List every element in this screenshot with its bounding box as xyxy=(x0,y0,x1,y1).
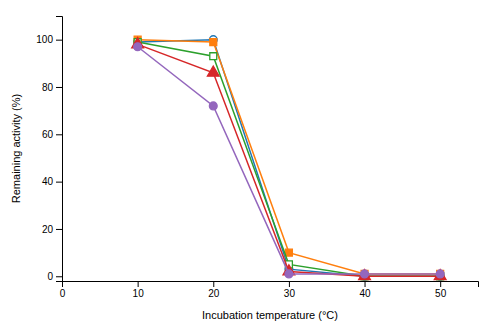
point xyxy=(210,53,217,60)
y-tick: 80 xyxy=(42,82,62,93)
point xyxy=(285,270,293,278)
x-tick-label: 40 xyxy=(359,288,371,299)
point xyxy=(437,270,444,277)
point xyxy=(434,269,446,279)
series xyxy=(132,38,446,280)
x-tick-label: 20 xyxy=(208,288,220,299)
series xyxy=(134,39,443,280)
point xyxy=(285,249,292,256)
point xyxy=(209,102,217,110)
y-tick-label: 0 xyxy=(47,271,53,282)
x-tick-label: 0 xyxy=(60,288,66,299)
point xyxy=(134,43,142,51)
y-tick: 40 xyxy=(42,176,62,187)
point xyxy=(361,270,368,277)
y-tick: 60 xyxy=(42,129,62,140)
y-axis: 0 20 40 60 80 100 xyxy=(36,17,62,282)
series xyxy=(134,36,444,280)
line xyxy=(138,47,441,274)
x-axis-title: Incubation temperature (°C) xyxy=(202,309,338,321)
y-axis-title: Remaining activity (%) xyxy=(10,94,22,203)
line xyxy=(138,40,441,274)
series xyxy=(134,43,444,278)
point xyxy=(359,269,371,279)
line xyxy=(138,42,441,276)
y-tick-label: 100 xyxy=(36,34,53,45)
x-axis-line xyxy=(63,282,479,288)
y-tick-label: 60 xyxy=(42,129,54,140)
line xyxy=(138,40,441,277)
x-tick: 40 xyxy=(359,281,371,299)
y-tick-label: 80 xyxy=(42,82,54,93)
x-tick: 30 xyxy=(284,281,296,299)
chart: 0 10 20 30 40 50 0 20 40 60 80 100 Incubation temper… xyxy=(0,0,500,329)
x-tick-label: 30 xyxy=(284,288,296,299)
x-tick-label: 10 xyxy=(133,288,145,299)
y-tick-label: 20 xyxy=(42,224,54,235)
x-tick-mark xyxy=(365,281,366,287)
x-tick-label: 50 xyxy=(435,288,447,299)
y-tick: 0 xyxy=(47,271,62,282)
y-tick-label: 40 xyxy=(42,176,54,187)
y-tick-mark xyxy=(56,87,62,88)
x-tick-mark xyxy=(138,281,139,287)
x-tick: 0 xyxy=(60,281,66,299)
series xyxy=(134,36,443,277)
x-tick-mark xyxy=(440,281,441,287)
plot: 0 10 20 30 40 50 0 20 40 60 80 100 Incubation temper… xyxy=(10,17,479,322)
y-tick-mark xyxy=(56,276,62,277)
marks xyxy=(132,36,446,280)
point xyxy=(361,270,369,278)
line xyxy=(138,44,441,276)
x-tick-mark xyxy=(289,281,290,287)
point xyxy=(210,39,217,46)
y-tick-mark xyxy=(56,134,62,135)
x-tick-mark xyxy=(213,281,214,287)
x-tick: 10 xyxy=(133,281,145,299)
y-tick-mark xyxy=(56,40,62,41)
y-tick: 20 xyxy=(42,224,62,235)
y-tick: 100 xyxy=(36,34,62,45)
y-axis-line xyxy=(56,17,63,282)
x-tick: 20 xyxy=(208,281,220,299)
x-axis: 0 10 20 30 40 50 xyxy=(60,281,479,299)
point xyxy=(207,66,219,76)
y-tick-mark xyxy=(56,229,62,230)
x-tick: 50 xyxy=(435,281,447,299)
y-tick-mark xyxy=(56,182,62,183)
point xyxy=(436,270,444,278)
